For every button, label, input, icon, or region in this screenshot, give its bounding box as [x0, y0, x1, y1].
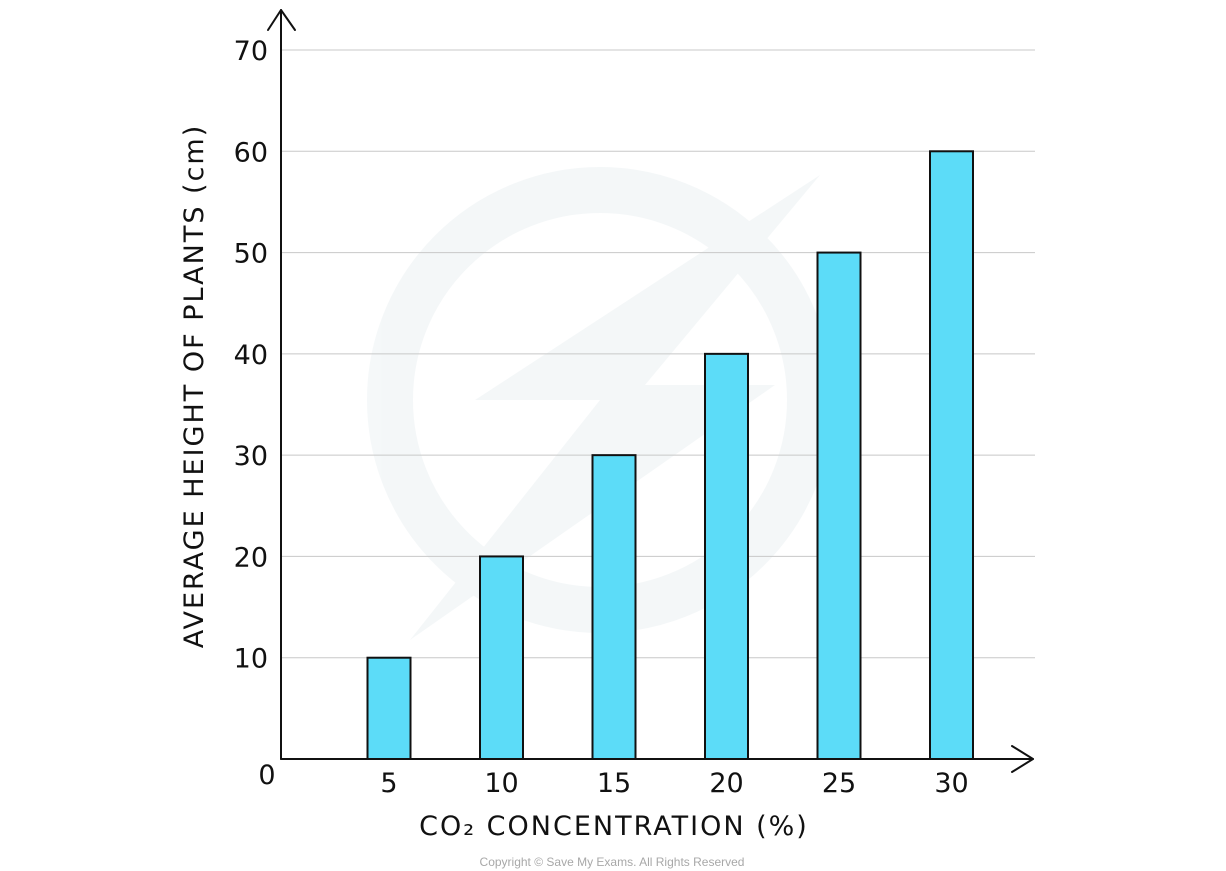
x-axis-arrowhead: [1011, 745, 1034, 773]
axes: [267, 9, 1034, 773]
bar-30: [929, 150, 974, 761]
x-tick-label: 5: [380, 768, 397, 799]
bar-20: [704, 352, 749, 760]
bar-5: [366, 656, 412, 761]
gridlines: [281, 49, 1035, 659]
x-tick-label: 10: [484, 768, 518, 799]
y-tick-label: 30: [234, 441, 268, 472]
y-axis-arrowhead: [267, 9, 296, 31]
bar-25: [816, 251, 862, 760]
copyright-text: Copyright © Save My Exams. All Rights Re…: [480, 855, 745, 869]
y-tick-label: 70: [234, 36, 268, 67]
bar-15: [591, 454, 637, 760]
y-tick-label: 50: [234, 239, 268, 270]
y-tick-label: 40: [234, 340, 268, 371]
x-tick-label: 25: [822, 768, 856, 799]
y-tick-label: 20: [234, 542, 268, 573]
origin-label: 0: [258, 760, 275, 791]
x-axis-title: CO₂ CONCENTRATION (%): [419, 811, 809, 842]
x-tick-label: 30: [934, 768, 968, 799]
x-tick-label: 20: [709, 768, 743, 799]
y-tick-label: 10: [234, 644, 268, 675]
x-tick-label: 15: [597, 768, 631, 799]
y-axis-title: AVERAGE HEIGHT OF PLANTS (cm): [179, 124, 210, 649]
tick-labels: 10 20 30 40 50 60 70 5 10 15 20 25 30: [234, 36, 969, 799]
y-tick-label: 60: [234, 137, 268, 168]
bars: [366, 150, 974, 761]
bar-10: [479, 555, 524, 761]
